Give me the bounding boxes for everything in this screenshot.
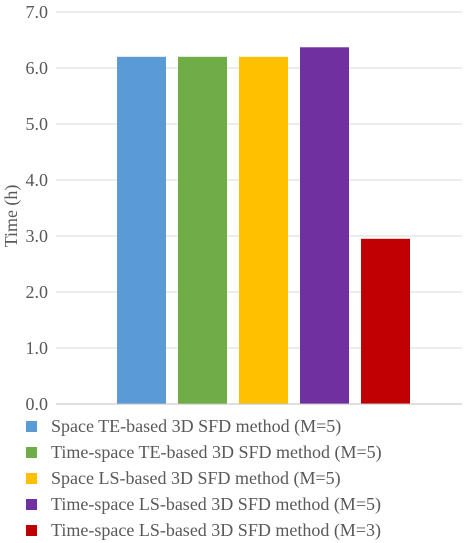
bar — [300, 47, 349, 404]
y-tick-label: 1.0 — [26, 338, 49, 358]
legend-swatch — [26, 498, 37, 510]
y-axis-ticks: 0.0 1.0 2.0 3.0 4.0 5.0 6.0 7.0 — [26, 2, 49, 410]
legend-label: Time-space LS-based 3D SFD method (M=5) — [51, 493, 381, 514]
legend-item: Space LS-based 3D SFD method (M=5) — [26, 465, 382, 491]
y-tick-label: 6.0 — [26, 58, 49, 78]
legend-swatch — [26, 472, 37, 484]
y-tick-label: 2.0 — [26, 282, 49, 302]
y-tick-label: 4.0 — [26, 170, 49, 190]
legend-label: Time-space LS-based 3D SFD method (M=3) — [51, 519, 381, 540]
legend-label: Space LS-based 3D SFD method (M=5) — [51, 467, 341, 488]
legend-item: Time-space LS-based 3D SFD method (M=3) — [26, 517, 382, 543]
bar — [178, 56, 227, 405]
y-tick-label: 7.0 — [26, 2, 49, 22]
legend: Space TE-based 3D SFD method (M=5) Time-s… — [26, 413, 382, 543]
y-axis-title: Time (h) — [1, 185, 22, 248]
bar-chart: 0.0 1.0 2.0 3.0 4.0 5.0 6.0 7.0 Time (h) — [1, 2, 462, 410]
bar — [361, 238, 410, 404]
legend-item: Time-space TE-based 3D SFD method (M=5) — [26, 439, 382, 465]
legend-item: Time-space LS-based 3D SFD method (M=5) — [26, 491, 382, 517]
legend-swatch — [26, 446, 37, 458]
legend-swatch — [26, 420, 37, 432]
legend-swatch — [26, 524, 37, 536]
bars — [117, 47, 410, 405]
bar — [117, 56, 166, 405]
legend-item: Space TE-based 3D SFD method (M=5) — [26, 413, 382, 439]
legend-label: Space TE-based 3D SFD method (M=5) — [51, 415, 342, 436]
bar — [239, 56, 288, 405]
y-tick-label: 0.0 — [26, 394, 49, 410]
y-tick-label: 5.0 — [26, 114, 49, 134]
y-tick-label: 3.0 — [26, 226, 49, 246]
legend-label: Time-space TE-based 3D SFD method (M=5) — [51, 441, 382, 462]
